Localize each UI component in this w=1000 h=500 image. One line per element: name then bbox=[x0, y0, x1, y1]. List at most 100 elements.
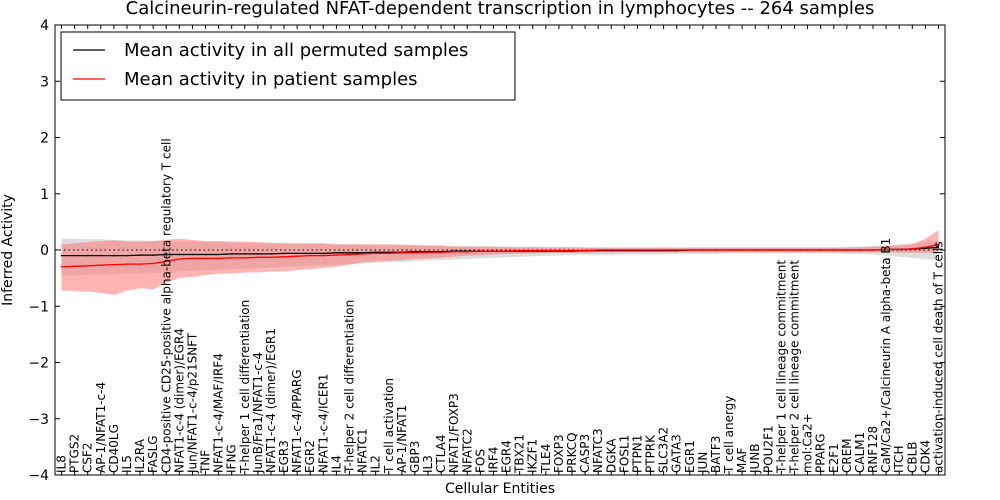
category-label-32: FOS bbox=[473, 449, 487, 473]
point-series-1-38 bbox=[558, 249, 560, 252]
point-series-1-43 bbox=[623, 249, 626, 251]
point-series-0-16 bbox=[270, 253, 272, 255]
point-series-1-65 bbox=[911, 248, 914, 250]
point-series-0-17 bbox=[283, 252, 285, 255]
point-series-1-54 bbox=[767, 249, 770, 251]
point-series-1-55 bbox=[780, 249, 783, 251]
category-label-29: CTLA4 bbox=[434, 434, 448, 473]
line-series-1 bbox=[61, 243, 939, 268]
point-series-1-42 bbox=[610, 249, 613, 251]
point-series-1-20 bbox=[322, 254, 325, 257]
category-label-11: TNF bbox=[199, 450, 213, 474]
point-series-1-39 bbox=[571, 249, 573, 252]
point-series-1-44 bbox=[636, 249, 639, 251]
category-label-44: PTPN1 bbox=[630, 435, 644, 473]
point-series-0-11 bbox=[204, 253, 207, 256]
point-series-1-15 bbox=[257, 256, 259, 259]
category-label-6: IL2RA bbox=[133, 438, 147, 473]
category-label-52: MAF bbox=[735, 447, 749, 473]
chart-title: Calcineurin-regulated NFAT-dependent tra… bbox=[126, 0, 875, 19]
point-series-1-56 bbox=[793, 249, 796, 251]
point-series-0-9 bbox=[178, 253, 181, 256]
category-label-41: NFATC3 bbox=[591, 428, 605, 473]
point-series-0-7 bbox=[152, 254, 154, 256]
point-series-1-32 bbox=[479, 250, 482, 252]
category-label-4: CD40LG bbox=[107, 424, 121, 473]
category-label-54: POU2F1 bbox=[761, 425, 775, 473]
point-series-1-62 bbox=[872, 249, 874, 251]
point-series-1-60 bbox=[846, 249, 848, 251]
point-series-1-53 bbox=[754, 249, 756, 251]
point-series-0-67 bbox=[937, 246, 940, 248]
point-series-0-6 bbox=[139, 254, 141, 256]
point-series-1-5 bbox=[126, 263, 128, 265]
point-series-1-23 bbox=[361, 253, 364, 255]
point-series-1-10 bbox=[191, 257, 194, 260]
category-label-58: PPARG bbox=[814, 433, 828, 473]
point-series-1-51 bbox=[728, 249, 730, 251]
category-label-30: NFAT1/FOXP3 bbox=[447, 393, 461, 473]
point-series-0-12 bbox=[217, 253, 220, 256]
point-series-1-45 bbox=[649, 249, 652, 251]
point-series-0-20 bbox=[322, 252, 325, 255]
point-series-1-28 bbox=[427, 251, 429, 254]
point-series-1-24 bbox=[374, 252, 377, 255]
point-series-0-13 bbox=[230, 253, 233, 255]
point-series-1-52 bbox=[741, 249, 743, 251]
point-series-0-27 bbox=[414, 250, 416, 253]
point-series-1-35 bbox=[518, 249, 521, 252]
category-label-10: Jun/NFAT1-c-4/p21SNFT bbox=[185, 332, 199, 474]
point-series-1-63 bbox=[885, 248, 887, 251]
category-label-61: CALM1 bbox=[853, 432, 867, 473]
point-series-1-48 bbox=[689, 249, 691, 251]
point-series-1-66 bbox=[924, 246, 927, 248]
point-series-0-14 bbox=[244, 253, 246, 255]
category-label-12: NFAT1-c-4/MAF/IRF4 bbox=[212, 353, 226, 473]
x-axis-label: Cellular Entities bbox=[445, 481, 555, 497]
point-series-1-33 bbox=[492, 250, 495, 252]
category-label-59: E2F1 bbox=[827, 443, 841, 473]
category-label-42: DGKA bbox=[604, 438, 618, 473]
category-label-25: T cell activation bbox=[382, 378, 396, 474]
category-label-64: ITCH bbox=[892, 445, 906, 473]
point-series-0-25 bbox=[388, 251, 390, 254]
point-series-0-3 bbox=[100, 254, 102, 257]
point-series-0-22 bbox=[348, 252, 351, 254]
point-series-1-9 bbox=[178, 258, 181, 260]
band-series-1 bbox=[61, 230, 939, 295]
point-series-1-36 bbox=[531, 249, 534, 252]
point-series-1-6 bbox=[139, 263, 141, 265]
y-tick-label-6: 2 bbox=[40, 131, 49, 147]
category-label-27: GBP3 bbox=[408, 441, 422, 473]
point-series-1-13 bbox=[230, 257, 233, 259]
category-label-17: EGR3 bbox=[277, 440, 291, 473]
category-label-21: IL4 bbox=[329, 455, 343, 473]
point-series-0-5 bbox=[126, 254, 128, 257]
point-series-1-59 bbox=[833, 249, 835, 251]
category-label-67: activation-induced cell death of T cells bbox=[932, 241, 946, 473]
point-series-1-17 bbox=[283, 255, 285, 258]
point-series-1-8 bbox=[165, 260, 168, 263]
category-label-33: IRF4 bbox=[487, 447, 501, 473]
category-label-28: IL3 bbox=[421, 455, 435, 473]
point-series-1-22 bbox=[348, 253, 351, 256]
category-label-62: RNF128 bbox=[866, 426, 880, 473]
point-series-1-30 bbox=[453, 250, 456, 253]
y-axis-ticks: −4 −3 −2 −1 0 1 2 3 4 bbox=[28, 18, 945, 484]
point-series-1-50 bbox=[715, 249, 717, 251]
category-label-3: AP-1/NFAT1-c-4 bbox=[94, 382, 108, 473]
point-series-0-2 bbox=[86, 254, 89, 257]
category-label-19: EGR2 bbox=[303, 440, 317, 473]
category-label-2: CSF2 bbox=[81, 442, 95, 473]
point-series-1-18 bbox=[296, 255, 298, 257]
point-series-1-1 bbox=[73, 265, 76, 268]
point-series-1-57 bbox=[806, 249, 809, 251]
category-label-9: NFAT1-c-4 (dimer)/EGR4 bbox=[172, 328, 186, 473]
category-label-26: AP-1/NFAT1 bbox=[395, 405, 409, 473]
confidence-bands bbox=[61, 230, 939, 295]
category-label-16: NFAT1-c-4 (dimer)/EGR1 bbox=[264, 328, 278, 473]
point-series-0-19 bbox=[309, 252, 312, 255]
plot-frame bbox=[54, 24, 946, 476]
category-label-8: CD4-positive CD25-positive alpha-beta re… bbox=[159, 138, 173, 473]
point-series-1-21 bbox=[335, 254, 338, 256]
